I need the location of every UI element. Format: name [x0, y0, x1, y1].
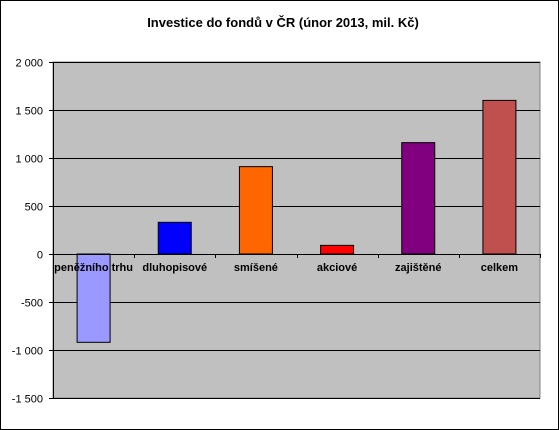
x-category-label: dluhopisové	[142, 262, 207, 274]
y-tick-label: -1 000	[12, 346, 43, 358]
bars	[76, 99, 517, 343]
y-tick-label: 1 000	[15, 154, 43, 166]
bar	[238, 166, 273, 255]
bar	[76, 253, 111, 343]
bar	[401, 142, 436, 255]
y-tick-label: 0	[37, 250, 43, 262]
bar	[482, 99, 517, 255]
y-tick-label: 500	[25, 202, 43, 214]
gridlines	[53, 62, 540, 399]
plot-area	[52, 61, 541, 399]
x-category-label: akciové	[317, 262, 357, 274]
y-tick-labels: 2 000 1 500 1 000 500 0 -500 -1 000 -1 500	[12, 58, 43, 406]
y-tick-label: 1 500	[15, 106, 43, 118]
x-category-label: zajištěné	[395, 262, 441, 274]
x-category-labels: peněžního trhu dluhopisové smíšené akciové z…	[54, 262, 518, 274]
axes	[49, 62, 541, 399]
bar	[320, 244, 355, 255]
chart-title: Investice do fondů v ČR (únor 2013, mil.…	[147, 15, 419, 30]
bar	[157, 221, 192, 255]
y-tick-label: -500	[21, 298, 43, 310]
x-category-label: peněžního trhu	[54, 262, 133, 274]
y-tick-label: -1 500	[12, 394, 43, 406]
x-category-label: smíšené	[234, 262, 278, 274]
x-category-label: celkem	[481, 262, 519, 274]
y-tick-label: 2 000	[15, 58, 43, 70]
